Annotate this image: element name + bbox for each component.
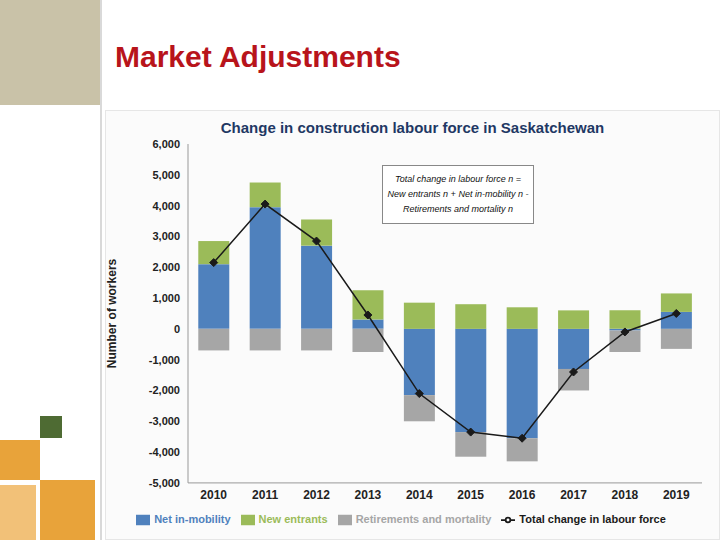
- svg-text:-1,000: -1,000: [149, 354, 180, 366]
- svg-text:-5,000: -5,000: [149, 477, 180, 489]
- svg-text:Number of workers: Number of workers: [106, 258, 119, 368]
- html-text:Market Adjustments: Market Adjustments: [115, 40, 401, 73]
- svg-text:1,000: 1,000: [152, 292, 180, 304]
- html-text:Net in-mobility: Net in-mobility: [154, 512, 231, 525]
- svg-text:2010: 2010: [200, 488, 227, 502]
- svg-text:2014: 2014: [406, 488, 433, 502]
- svg-text:2012: 2012: [303, 488, 330, 502]
- svg-text:0: 0: [174, 323, 180, 335]
- svg-text:2018: 2018: [612, 488, 639, 502]
- svg-text:3,000: 3,000: [152, 230, 180, 242]
- svg-text:-4,000: -4,000: [149, 446, 180, 458]
- svg-text:2011: 2011: [252, 488, 278, 502]
- html-text:Change in construction labour: Change in construction labour force in S…: [220, 119, 605, 136]
- svg-text:2016: 2016: [509, 488, 536, 502]
- html-text:New entrants: New entrants: [258, 512, 328, 525]
- svg-text:2019: 2019: [663, 488, 690, 502]
- html-text:Total change in labour force: Total change in labour force: [519, 512, 666, 525]
- svg-text:2017: 2017: [560, 488, 587, 502]
- svg-text:-2,000: -2,000: [149, 384, 180, 396]
- svg-text:5,000: 5,000: [152, 169, 180, 181]
- html-text:Total change in labour force n: Total change in labour force n = New ent…: [387, 174, 529, 214]
- svg-text:2013: 2013: [355, 488, 382, 502]
- svg-text:4,000: 4,000: [152, 200, 180, 212]
- svg-text:-3,000: -3,000: [149, 415, 180, 427]
- svg-text:2015: 2015: [457, 488, 484, 502]
- svg-text:2,000: 2,000: [152, 261, 180, 273]
- html-text:Retirements and mortality: Retirements and mortality: [355, 512, 492, 525]
- svg-text:6,000: 6,000: [152, 138, 180, 150]
